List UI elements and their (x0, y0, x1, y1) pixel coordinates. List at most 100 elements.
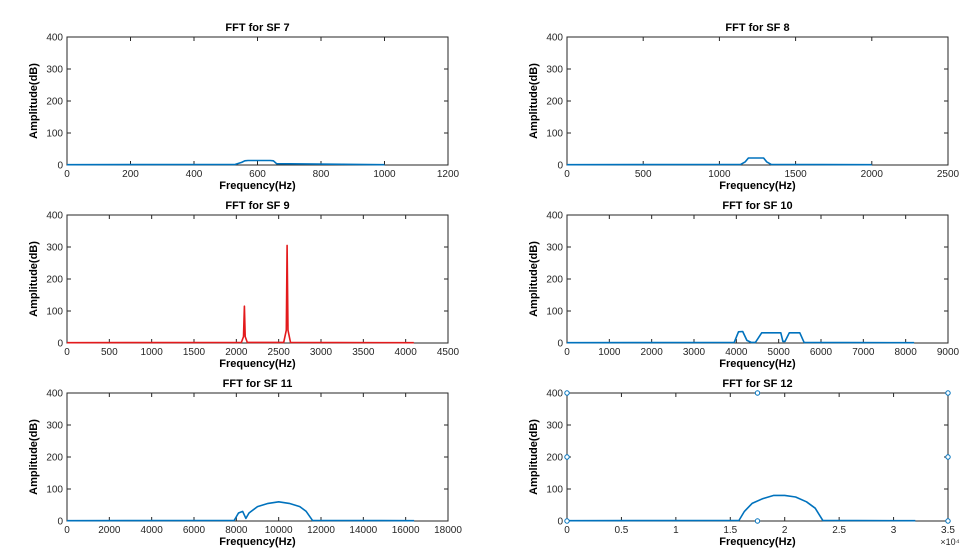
y-tick-label: 200 (46, 275, 63, 286)
y-tick-label: 200 (546, 97, 563, 108)
axes-box (566, 36, 949, 166)
chart-title: FFT for SF 10 (722, 200, 792, 212)
x-tick-label: 200 (122, 169, 139, 180)
x-tick-label: 8000 (895, 347, 918, 358)
x-tick-label: 2000 (861, 169, 884, 180)
y-tick-label: 0 (557, 517, 563, 528)
series-line (566, 494, 916, 522)
x-tick-label: 1 (673, 525, 679, 536)
x-tick-label: 1.5 (723, 525, 737, 536)
x-tick-label: 2000 (98, 525, 121, 536)
axes-box (66, 36, 449, 166)
x-tick-label: 1000 (708, 169, 731, 180)
series-line (566, 330, 915, 344)
x-axis-label: Frequency(Hz) (219, 180, 296, 192)
y-tick-label: 300 (546, 65, 563, 76)
subplot-2: 0 500 1000 1500 2000 2500 0 100 200 300 400 FFT for… (528, 22, 960, 192)
x-tick-label: 1000 (373, 169, 396, 180)
data-marker (564, 454, 570, 460)
x-tick-label: 400 (186, 169, 203, 180)
y-tick-label: 100 (546, 485, 563, 496)
x-tick-label: 8000 (225, 525, 248, 536)
chart-title: FFT for SF 7 (225, 22, 289, 34)
y-tick-label: 200 (46, 453, 63, 464)
y-tick-label: 100 (46, 307, 63, 318)
data-marker (945, 454, 951, 460)
y-tick-label: 200 (546, 275, 563, 286)
series-line (66, 244, 414, 344)
x-axis-label: Frequency(Hz) (719, 536, 796, 548)
data-marker (754, 390, 761, 396)
chart-title: FFT for SF 8 (725, 22, 789, 34)
x-tick-label: 4000 (395, 347, 418, 358)
series-line (66, 159, 385, 166)
y-tick-label: 100 (546, 307, 563, 318)
x-tick-label: 600 (249, 169, 266, 180)
subplot-6: 0 0.5 1 1.5 2 2.5 3 3.5 0 100 200 300 400 FFT for SF … (528, 378, 960, 548)
x-tick-label: 1500 (183, 347, 206, 358)
subplot-5: 0 2000 4000 6000 8000 10000 12000 14000 16000 180… (28, 378, 462, 548)
y-axis-label: Amplitude(dB) (528, 63, 540, 139)
subplot-4: 0 1000 2000 3000 4000 5000 6000 7000 8000 9000 0 10… (528, 200, 960, 370)
y-tick-label: 300 (46, 421, 63, 432)
x-tick-label: 0.5 (614, 525, 628, 536)
x-tick-label: 1200 (437, 169, 460, 180)
x-tick-label: 9000 (937, 347, 960, 358)
x-tick-label: 1500 (784, 169, 807, 180)
x-tick-label: 0 (64, 525, 70, 536)
y-tick-label: 400 (46, 211, 63, 222)
x-tick-label: 7000 (852, 347, 875, 358)
x-tick-label: 0 (64, 169, 70, 180)
y-axis-label: Amplitude(dB) (28, 241, 40, 317)
x-tick-label: 2 (782, 525, 788, 536)
y-tick-label: 0 (57, 161, 63, 172)
data-marker (754, 518, 761, 524)
x-axis-label: Frequency(Hz) (719, 358, 796, 370)
subplot-3: 0 500 1000 1500 2000 2500 3000 3500 4000 4500 0 100… (28, 200, 460, 370)
y-axis-label: Amplitude(dB) (528, 419, 540, 495)
axes-box (66, 392, 449, 522)
y-tick-label: 200 (546, 453, 563, 464)
x-tick-label: 3 (891, 525, 897, 536)
x-tick-label: 14000 (349, 525, 377, 536)
x-tick-label: 6000 (810, 347, 833, 358)
y-tick-label: 400 (46, 33, 63, 44)
series-line (566, 157, 872, 166)
y-tick-label: 100 (46, 129, 63, 140)
y-tick-label: 0 (557, 339, 563, 350)
y-axis-label: Amplitude(dB) (28, 419, 40, 495)
data-marker (945, 390, 951, 396)
x-tick-label: 1000 (598, 347, 621, 358)
y-tick-label: 300 (46, 243, 63, 254)
x-tick-label: 800 (313, 169, 330, 180)
y-tick-label: 400 (546, 33, 563, 44)
x-tick-label: 3.5 (941, 525, 955, 536)
y-tick-label: 400 (546, 211, 563, 222)
x-tick-label: 0 (64, 347, 70, 358)
subplot-1: 0 200 400 600 800 1000 1200 0 100 200 300 400 FFT fo… (28, 22, 460, 192)
x-tick-label: 4000 (725, 347, 748, 358)
x-tick-label: 12000 (307, 525, 335, 536)
chart-title: FFT for SF 12 (722, 378, 792, 390)
y-axis-label: Amplitude(dB) (528, 241, 540, 317)
x-tick-label: 500 (635, 169, 652, 180)
y-tick-label: 100 (546, 129, 563, 140)
x-tick-label: 2000 (225, 347, 248, 358)
x-tick-label: 0 (564, 347, 570, 358)
x-tick-label: 500 (101, 347, 118, 358)
y-tick-label: 0 (557, 161, 563, 172)
x-tick-label: 16000 (392, 525, 420, 536)
x-tick-label: 10000 (265, 525, 293, 536)
y-tick-label: 200 (46, 97, 63, 108)
x-axis-label: Frequency(Hz) (219, 536, 296, 548)
x-tick-label: 0 (564, 525, 570, 536)
x-tick-label: 2.5 (832, 525, 846, 536)
x-axis-label: Frequency(Hz) (719, 180, 796, 192)
x-axis-label: Frequency(Hz) (219, 358, 296, 370)
x-tick-label: 2500 (937, 169, 960, 180)
x-tick-label: 4500 (437, 347, 460, 358)
y-tick-label: 0 (57, 339, 63, 350)
x-tick-label: 3500 (352, 347, 375, 358)
axes-box (566, 214, 949, 344)
